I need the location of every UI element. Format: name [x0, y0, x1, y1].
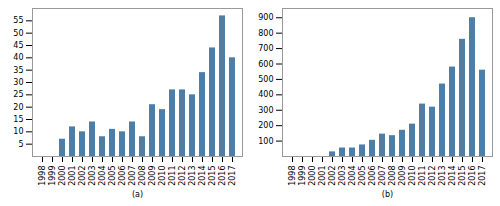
svg-text:2017: 2017	[478, 166, 487, 186]
svg-text:15: 15	[13, 115, 23, 124]
svg-text:2009: 2009	[148, 166, 157, 186]
svg-text:2001: 2001	[318, 166, 327, 186]
svg-text:(a): (a)	[132, 190, 143, 199]
svg-text:100: 100	[258, 137, 273, 146]
svg-text:10: 10	[13, 127, 23, 136]
svg-text:2014: 2014	[448, 166, 457, 186]
svg-text:2012: 2012	[178, 166, 187, 186]
svg-text:2017: 2017	[228, 166, 237, 186]
svg-text:2016: 2016	[218, 166, 227, 186]
svg-text:200: 200	[258, 121, 273, 130]
svg-text:2011: 2011	[418, 166, 427, 186]
svg-text:2003: 2003	[338, 166, 347, 186]
svg-text:700: 700	[258, 44, 273, 53]
svg-text:800: 800	[258, 29, 273, 38]
svg-text:50: 50	[13, 29, 23, 38]
svg-text:5: 5	[18, 140, 23, 149]
svg-text:2005: 2005	[358, 166, 367, 186]
svg-text:600: 600	[258, 60, 273, 69]
svg-text:40: 40	[13, 53, 23, 62]
svg-text:35: 35	[13, 66, 23, 75]
svg-text:900: 900	[258, 13, 273, 22]
svg-text:2011: 2011	[168, 166, 177, 186]
svg-text:2015: 2015	[458, 166, 467, 186]
svg-text:400: 400	[258, 90, 273, 99]
svg-text:2014: 2014	[198, 166, 207, 186]
svg-text:2007: 2007	[378, 166, 387, 186]
svg-text:2000: 2000	[308, 166, 317, 186]
svg-text:300: 300	[258, 106, 273, 115]
svg-text:1998: 1998	[288, 166, 297, 186]
svg-text:2013: 2013	[188, 166, 197, 186]
svg-text:30: 30	[13, 78, 23, 87]
svg-text:2004: 2004	[348, 166, 357, 186]
svg-text:(b): (b)	[382, 190, 393, 199]
svg-text:2005: 2005	[108, 166, 117, 186]
svg-text:2004: 2004	[98, 166, 107, 186]
svg-text:2000: 2000	[58, 166, 67, 186]
svg-text:25: 25	[13, 90, 23, 99]
svg-text:1998: 1998	[38, 166, 47, 186]
svg-text:2016: 2016	[468, 166, 477, 186]
svg-text:55: 55	[13, 16, 23, 25]
svg-text:2008: 2008	[388, 166, 397, 186]
svg-text:2009: 2009	[398, 166, 407, 186]
svg-text:1999: 1999	[48, 166, 57, 186]
svg-text:1999: 1999	[298, 166, 307, 186]
svg-text:2001: 2001	[68, 166, 77, 186]
svg-text:2006: 2006	[118, 166, 127, 186]
svg-text:2003: 2003	[88, 166, 97, 186]
svg-text:2002: 2002	[78, 166, 87, 186]
svg-text:2008: 2008	[138, 166, 147, 186]
svg-text:2012: 2012	[428, 166, 437, 186]
svg-text:20: 20	[13, 103, 23, 112]
svg-text:2010: 2010	[158, 166, 167, 186]
svg-text:2010: 2010	[408, 166, 417, 186]
svg-text:500: 500	[258, 75, 273, 84]
svg-text:2002: 2002	[328, 166, 337, 186]
svg-text:2007: 2007	[128, 166, 137, 186]
svg-text:2006: 2006	[368, 166, 377, 186]
svg-text:2015: 2015	[208, 166, 217, 186]
svg-text:45: 45	[13, 41, 23, 50]
svg-text:2013: 2013	[438, 166, 447, 186]
